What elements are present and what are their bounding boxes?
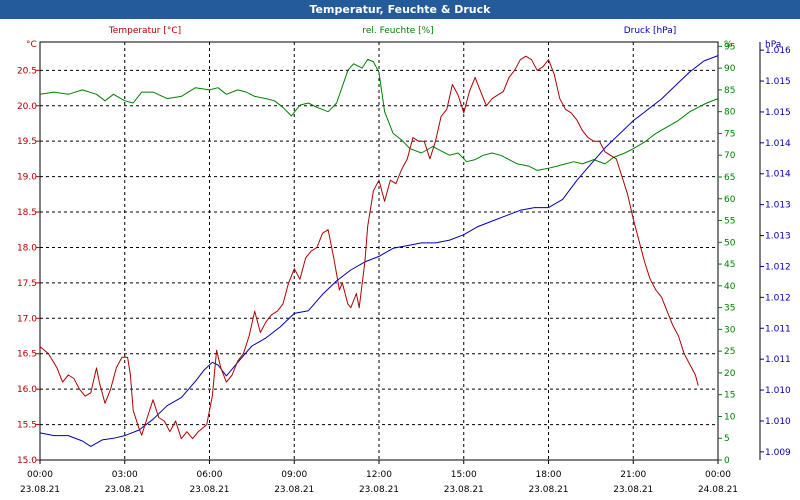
x-tick-time: 12:00 xyxy=(366,470,392,480)
pressure-tick-label: 1.014 xyxy=(765,170,791,180)
temperature-tick-label: 16.0 xyxy=(17,385,37,395)
humidity-tick-label: 15 xyxy=(724,391,735,401)
x-tick-time: 03:00 xyxy=(112,470,138,480)
humidity-tick-label: 65 xyxy=(724,173,735,183)
window-title: Temperatur, Feuchte & Druck xyxy=(0,0,800,19)
temperature-tick-label: 19.5 xyxy=(17,137,37,147)
x-tick-date: 23.08.21 xyxy=(105,485,145,495)
x-tick-time: 09:00 xyxy=(281,470,307,480)
temperature-tick-label: 15.5 xyxy=(17,421,37,431)
humidity-tick-label: 5 xyxy=(724,434,730,444)
humidity-tick-label: 45 xyxy=(724,260,735,270)
x-tick-date: 23.08.21 xyxy=(528,485,568,495)
pressure-tick-label: 1.016 xyxy=(765,46,791,56)
temperature-tick-label: 18.0 xyxy=(17,243,37,253)
grid xyxy=(40,42,718,460)
temperature-tick-label: 20.5 xyxy=(17,66,37,76)
chart: 15.0 15.5 16.0 16.5 17.0 17.5 18.0 18.5 19.0 19.5… xyxy=(17,26,791,495)
humidity-tick-label: 20 xyxy=(724,369,736,379)
series-layer xyxy=(39,55,719,447)
humidity-tick-label: 40 xyxy=(724,282,736,292)
humidity-unit: % xyxy=(724,40,733,50)
humidity-tick-label: 75 xyxy=(724,129,735,139)
x-tick-time: 00:00 xyxy=(27,470,53,480)
pressure-tick-label: 1.011 xyxy=(765,324,791,334)
pressure-tick-label: 1.013 xyxy=(765,232,791,242)
humidity-tick-label: 95 xyxy=(724,42,735,52)
pressure-tick-label: 1.015 xyxy=(765,77,791,87)
x-tick-time: 00:00 xyxy=(705,470,731,480)
temperature-tick-label: 15.0 xyxy=(17,456,37,466)
temperature-series-line xyxy=(39,55,699,440)
x-tick-time: 18:00 xyxy=(536,470,562,480)
pressure-tick-label: 1.011 xyxy=(765,355,791,365)
humidity-tick-label: 0 xyxy=(724,456,730,466)
temperature-axis: 15.0 15.5 16.0 16.5 17.0 17.5 18.0 18.5 19.0 19.5… xyxy=(17,66,40,466)
humidity-tick-label: 35 xyxy=(724,304,735,314)
humidity-tick-label: 25 xyxy=(724,347,735,357)
humidity-tick-label: 90 xyxy=(724,64,736,74)
x-tick-date: 23.08.21 xyxy=(20,485,60,495)
x-tick-time: 15:00 xyxy=(451,470,477,480)
temperature-legend: Temperatur [°C] xyxy=(108,26,181,36)
temperature-tick-label: 17.0 xyxy=(17,314,37,324)
pressure-tick-label: 1.013 xyxy=(765,201,791,211)
temperature-tick-label: 18.5 xyxy=(17,208,37,218)
pressure-tick-label: 1.010 xyxy=(765,386,791,396)
temperature-tick-label: 20.0 xyxy=(17,102,37,112)
humidity-series-line xyxy=(39,58,719,171)
x-tick-date: 23.08.21 xyxy=(189,485,229,495)
humidity-tick-label: 80 xyxy=(724,108,736,118)
temperature-tick-label: 16.5 xyxy=(17,350,37,360)
pressure-tick-label: 1.014 xyxy=(765,139,791,149)
temperature-unit: °C xyxy=(26,40,37,50)
pressure-tick-label: 1.010 xyxy=(765,417,791,427)
x-tick-time: 21:00 xyxy=(620,470,646,480)
humidity-tick-label: 10 xyxy=(724,412,736,422)
time-axis: 00:00 23.08.21 03:00 23.08.21 06:00 23.08.21 0… xyxy=(20,460,738,495)
temperature-tick-label: 17.5 xyxy=(17,279,37,289)
humidity-tick-label: 60 xyxy=(724,195,736,205)
humidity-tick-label: 30 xyxy=(724,325,736,335)
pressure-tick-label: 1.009 xyxy=(765,448,791,458)
temperature-tick-label: 19.0 xyxy=(17,173,37,183)
x-tick-date: 23.08.21 xyxy=(274,485,314,495)
x-tick-date: 24.08.21 xyxy=(698,485,738,495)
x-tick-time: 06:00 xyxy=(197,470,223,480)
x-tick-date: 23.08.21 xyxy=(359,485,399,495)
humidity-tick-label: 55 xyxy=(724,217,735,227)
pressure-tick-label: 1.015 xyxy=(765,108,791,118)
x-tick-date: 23.08.21 xyxy=(444,485,484,495)
pressure-unit: hPa xyxy=(765,40,781,50)
humidity-legend: rel. Feuchte [%] xyxy=(362,26,433,36)
pressure-tick-label: 1.012 xyxy=(765,293,791,303)
pressure-tick-label: 1.012 xyxy=(765,262,791,272)
humidity-tick-label: 70 xyxy=(724,151,736,161)
x-tick-date: 23.08.21 xyxy=(613,485,653,495)
humidity-tick-label: 50 xyxy=(724,238,736,248)
pressure-legend: Druck [hPa] xyxy=(624,26,677,36)
humidity-tick-label: 85 xyxy=(724,86,735,96)
pressure-series-line xyxy=(39,55,719,447)
humidity-axis: 0 5 10 15 20 25 30 35 40 45 50 55 60 65 70 75 80 85 90 95 xyxy=(718,42,736,466)
pressure-axis: 1.009 1.010 1.010 1.011 1.011 1.012 1.012 1.013… xyxy=(760,46,791,458)
